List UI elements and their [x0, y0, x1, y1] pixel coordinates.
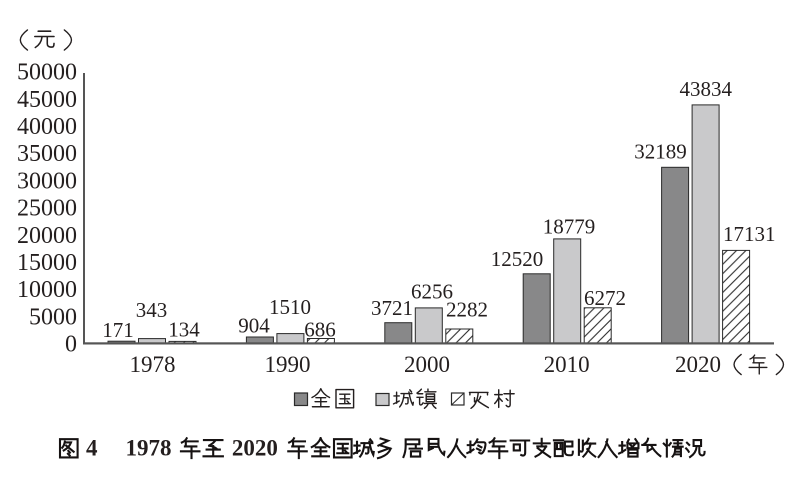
- svg-text:1978: 1978: [130, 352, 176, 377]
- svg-text:343: 343: [136, 298, 168, 322]
- svg-text:20000: 20000: [17, 223, 77, 249]
- svg-text:2010: 2010: [544, 352, 590, 377]
- svg-text:134: 134: [168, 318, 200, 342]
- svg-text:904: 904: [238, 314, 270, 338]
- svg-text:4: 4: [86, 436, 98, 461]
- svg-text:25000: 25000: [17, 196, 77, 222]
- svg-text:32189: 32189: [634, 140, 687, 164]
- svg-text:1978: 1978: [126, 436, 172, 461]
- svg-text:5000: 5000: [29, 304, 77, 330]
- svg-text:6272: 6272: [584, 286, 626, 310]
- svg-text:2000: 2000: [404, 352, 450, 377]
- svg-text:6256: 6256: [411, 280, 453, 304]
- svg-text:2282: 2282: [446, 298, 488, 322]
- svg-text:12520: 12520: [491, 247, 544, 271]
- svg-text:1990: 1990: [265, 352, 311, 377]
- svg-text:40000: 40000: [17, 114, 77, 140]
- svg-text:45000: 45000: [17, 87, 77, 113]
- svg-text:2020: 2020: [232, 436, 278, 461]
- svg-text:171: 171: [102, 318, 134, 342]
- svg-text:17131: 17131: [723, 222, 776, 246]
- svg-text:50000: 50000: [17, 60, 77, 86]
- svg-text:18779: 18779: [543, 215, 596, 239]
- svg-text:0: 0: [65, 332, 77, 358]
- svg-text:686: 686: [304, 318, 336, 342]
- svg-text:10000: 10000: [17, 277, 77, 303]
- svg-text:15000: 15000: [17, 250, 77, 276]
- svg-text:35000: 35000: [17, 141, 77, 167]
- svg-text:1510: 1510: [269, 295, 311, 319]
- svg-text:3721: 3721: [371, 296, 413, 320]
- svg-text:30000: 30000: [17, 168, 77, 194]
- svg-text:43834: 43834: [680, 77, 733, 101]
- svg-text:2020: 2020: [675, 352, 721, 377]
